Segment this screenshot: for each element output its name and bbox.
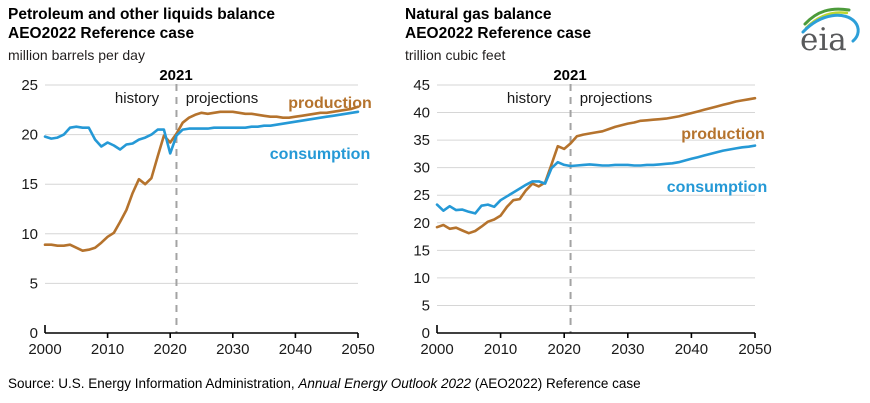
petroleum-y-tick-label: 0 (30, 325, 38, 342)
petroleum-chart-unit-label: million barrels per day (8, 47, 145, 63)
natural-gas-production-line (435, 96, 757, 235)
natural-gas-chart-header: Natural gas balance AEO2022 Reference ca… (405, 5, 591, 63)
eia-logo-blue-swoosh-icon (801, 13, 860, 43)
source-note-suffix: (AEO2022) Reference case (471, 376, 641, 391)
natural-gas-y-tick-label: 30 (413, 160, 430, 177)
natural-gas-projections-label: projections (580, 90, 653, 107)
natural-gas-divider-year-label: 2021 (553, 67, 586, 84)
petroleum-y-tick-label: 15 (21, 176, 38, 193)
petroleum-y-tick-label: 5 (30, 275, 38, 292)
petroleum-chart-title-line2: AEO2022 Reference case (8, 25, 195, 42)
natural-gas-x-tick-label: 2050 (738, 341, 771, 358)
petroleum-consumption-series-label: consumption (270, 146, 370, 163)
source-note-prefix: Source: U.S. Energy Information Administ… (8, 376, 299, 391)
natural-gas-y-tick-label: 10 (413, 270, 430, 287)
petroleum-history-label: history (115, 90, 160, 107)
petroleum-chart-header: Petroleum and other liquids balance AEO2… (8, 5, 275, 63)
petroleum-x-tick-label: 2040 (279, 341, 312, 358)
petroleum-x-tick-label: 2020 (154, 341, 187, 358)
petroleum-consumption-line (43, 110, 360, 155)
natural-gas-chart-title-line1: Natural gas balance (405, 6, 552, 23)
natural-gas-chart-unit-label: trillion cubic feet (405, 47, 506, 63)
petroleum-production-series-label: production (288, 95, 372, 112)
petroleum-x-tick-label: 2050 (341, 341, 374, 358)
petroleum-x-tick-label: 2030 (216, 341, 249, 358)
natural-gas-y-tick-label: 45 (413, 77, 430, 94)
natural-gas-consumption-line (435, 144, 757, 215)
eia-logo-green-swoosh-icon (803, 7, 851, 26)
natural-gas-x-tick-label: 2010 (484, 341, 517, 358)
natural-gas-x-tick-label: 2030 (611, 341, 644, 358)
petroleum-y-tick-label: 25 (21, 77, 38, 94)
petroleum-y-tick-label: 10 (21, 226, 38, 243)
natural-gas-history-label: history (507, 90, 552, 107)
petroleum-x-tick-label: 2000 (28, 341, 61, 358)
natural-gas-y-tick-label: 35 (413, 132, 430, 149)
petroleum-projections-label: projections (186, 90, 259, 107)
natural-gas-y-tick-label: 5 (422, 297, 430, 314)
natural-gas-y-tick-label: 15 (413, 242, 430, 259)
source-note: Source: U.S. Energy Information Administ… (8, 376, 641, 391)
source-note-publication: Annual Energy Outlook 2022 (298, 376, 472, 391)
natural-gas-chart-title-line2: AEO2022 Reference case (405, 25, 592, 42)
natural-gas-y-tick-label: 25 (413, 187, 430, 204)
petroleum-production-line (43, 105, 360, 252)
petroleum-chart-title-line1: Petroleum and other liquids balance (8, 6, 275, 23)
eia-logo: eia (800, 7, 860, 57)
natural-gas-x-tick-label: 2000 (420, 341, 453, 358)
natural-gas-consumption-series-label: consumption (667, 179, 767, 196)
natural-gas-production-series-label: production (681, 126, 765, 143)
petroleum-x-tick-label: 2010 (91, 341, 124, 358)
natural-gas-y-tick-label: 40 (413, 105, 430, 122)
natural-gas-y-tick-label: 0 (422, 325, 430, 342)
eia-logo-text: eia (800, 22, 847, 57)
petroleum-divider-year-label: 2021 (159, 67, 192, 84)
natural-gas-y-tick-label: 20 (413, 215, 430, 232)
natural-gas-x-tick-label: 2040 (675, 341, 708, 358)
petroleum-y-tick-label: 20 (21, 127, 38, 144)
natural-gas-x-tick-label: 2020 (548, 341, 581, 358)
